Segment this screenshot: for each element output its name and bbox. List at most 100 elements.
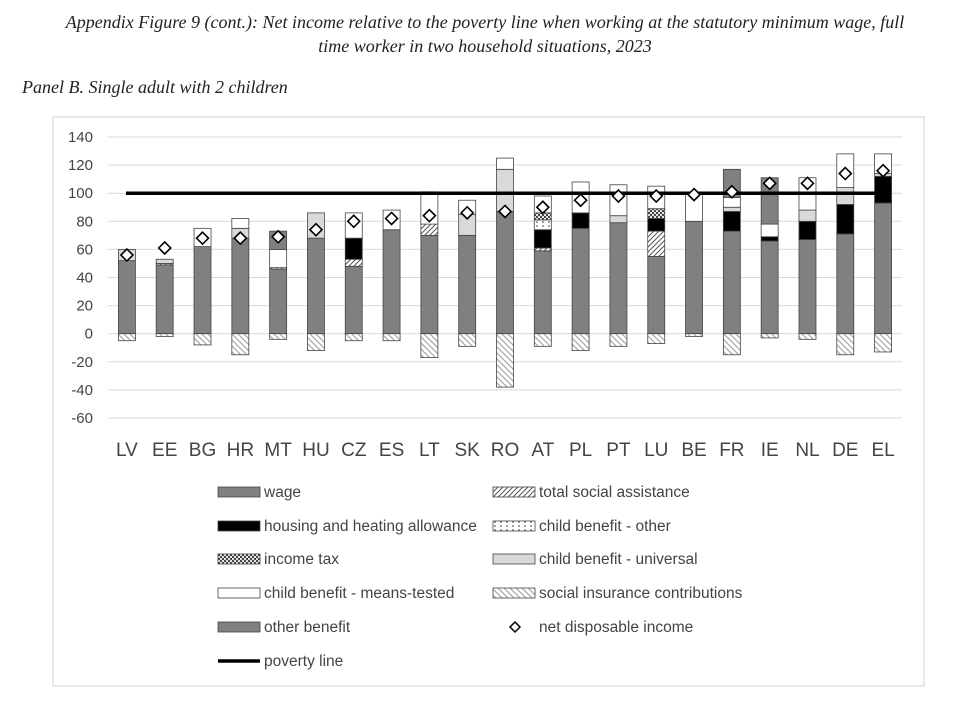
- x-tick-label: CZ: [341, 440, 367, 461]
- x-tick-label: LT: [419, 440, 440, 461]
- bar-segment-wage: [155, 264, 174, 335]
- x-tick-label: IE: [761, 440, 779, 461]
- bar-segment-house: [798, 220, 817, 240]
- bar-segment-sic: [118, 333, 136, 342]
- y-tick-label: 60: [76, 241, 93, 258]
- legend-label: poverty line: [264, 653, 343, 670]
- bar-segment-sic: [836, 333, 855, 356]
- x-tick-label: PT: [606, 440, 631, 461]
- x-tick-label: LU: [644, 440, 668, 461]
- bar-segment-wage: [798, 239, 817, 335]
- bar-segment-wage: [760, 240, 779, 335]
- bar-segment-sic: [193, 333, 212, 346]
- x-tick-label: HR: [227, 440, 254, 461]
- x-tick-label: SK: [455, 440, 481, 461]
- y-tick-label: 40: [76, 270, 93, 287]
- bar-segment-house: [722, 211, 741, 232]
- net-income-marker: [573, 193, 588, 208]
- x-tick-label: PL: [569, 440, 592, 461]
- bar-segment-sic: [420, 333, 439, 358]
- bar-segment-wage: [458, 234, 477, 335]
- bar-segment-wage: [571, 227, 590, 335]
- y-tick-label: -60: [71, 410, 93, 427]
- legend-label: child benefit - means-tested: [264, 585, 454, 602]
- x-tick-label: AT: [531, 440, 554, 461]
- y-tick-label: -20: [71, 354, 93, 371]
- legend-label: child benefit - universal: [539, 551, 698, 568]
- net-income-marker: [233, 231, 248, 246]
- bar-segment-sic: [647, 333, 666, 344]
- bar-segment-cbm: [496, 157, 514, 170]
- bar-segment-cbo: [533, 219, 552, 231]
- net-income-marker: [271, 229, 286, 244]
- bar-segment-cbu: [836, 187, 855, 205]
- bar-segment-sic: [155, 333, 174, 337]
- bar-segment-sic: [344, 333, 363, 342]
- net-income-marker: [611, 188, 626, 204]
- figure-title: Appendix Figure 9 (cont.): Net income re…: [0, 10, 970, 58]
- legend-label: housing and heating allowance: [264, 518, 477, 535]
- bar-segment-wage: [269, 268, 288, 335]
- y-tick-label: 20: [76, 298, 93, 315]
- net-income-marker: [308, 222, 324, 237]
- bar-segment-wage: [307, 237, 325, 335]
- bar-segment-sic: [382, 333, 401, 342]
- x-tick-label: RO: [491, 440, 520, 461]
- net-income-marker: [762, 176, 777, 191]
- bar-segment-house: [647, 218, 666, 232]
- legend-label: other benefit: [264, 619, 351, 636]
- legend-label: wage: [263, 484, 301, 501]
- bar-segment-sic: [307, 333, 325, 351]
- bar-segment-sa: [533, 247, 552, 252]
- net-income-marker: [460, 205, 475, 221]
- net-income-marker: [119, 247, 135, 263]
- bar-segment-sic: [571, 333, 590, 351]
- bar-segment-sa: [420, 223, 439, 236]
- x-tick-label: BG: [189, 440, 216, 461]
- net-income-marker: [649, 188, 664, 204]
- bar-segment-sic: [760, 333, 779, 339]
- bar-segment-tax: [647, 208, 666, 219]
- x-tick-label: NL: [795, 440, 819, 461]
- x-tick-label: EE: [152, 440, 177, 461]
- legend-label: net disposable income: [539, 619, 693, 636]
- y-tick-label: 0: [85, 326, 93, 343]
- bar-segment-wage: [647, 256, 666, 335]
- net-income-marker: [535, 200, 550, 215]
- net-income-marker: [497, 204, 513, 219]
- bar-segment-sic: [722, 333, 741, 356]
- panel-title: Panel B. Single adult with 2 children: [22, 77, 288, 97]
- figure-title-line2: time worker in two household situations,…: [318, 36, 652, 56]
- legend-label: total social assistance: [539, 484, 690, 501]
- x-tick-label: EL: [871, 440, 894, 461]
- bar-segment-sic: [231, 333, 250, 356]
- x-tick-label: ES: [379, 440, 404, 461]
- legend-swatch-tax: [217, 553, 261, 565]
- bar-segment-house: [571, 212, 590, 229]
- y-tick-label: 140: [68, 129, 93, 146]
- legend-swatch-wage: [217, 486, 261, 498]
- bar-segment-wage: [193, 246, 212, 335]
- legend-swatch-net-income: [508, 620, 522, 634]
- x-tick-label: DE: [832, 440, 858, 461]
- bar-segment-house: [874, 175, 892, 204]
- legend-swatch-ob: [217, 621, 261, 633]
- bar-segment-wage: [420, 234, 439, 335]
- chart-frame: [52, 116, 925, 687]
- bar-segment-sa: [647, 230, 666, 257]
- bar-segment-cbu: [722, 206, 741, 212]
- net-income-marker: [875, 163, 891, 178]
- bar-segment-sic: [533, 333, 552, 347]
- bar-segment-sa: [344, 258, 363, 267]
- bar-segment-house: [533, 229, 552, 249]
- x-tick-label: FR: [719, 440, 744, 461]
- bar-segment-wage: [382, 229, 401, 335]
- legend-swatch-cbu: [492, 553, 536, 565]
- legend-swatch-cbm: [217, 587, 261, 599]
- bar-segment-wage: [874, 202, 892, 335]
- bar-segment-house: [344, 237, 363, 260]
- bar-segment-wage: [685, 220, 703, 335]
- bar-segment-cbu: [609, 215, 628, 224]
- net-income-marker: [157, 240, 172, 256]
